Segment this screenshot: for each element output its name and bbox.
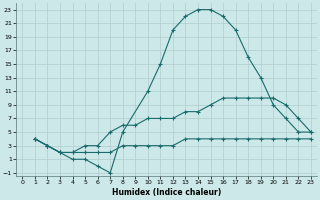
X-axis label: Humidex (Indice chaleur): Humidex (Indice chaleur)	[112, 188, 221, 197]
